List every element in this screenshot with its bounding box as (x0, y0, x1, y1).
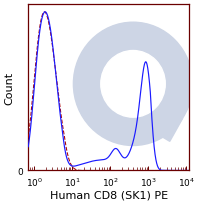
Bar (157, 111, 183, 142)
Circle shape (73, 23, 193, 146)
X-axis label: Human CD8 (SK1) PE: Human CD8 (SK1) PE (50, 189, 168, 199)
Circle shape (101, 51, 165, 118)
Y-axis label: Count: Count (5, 71, 15, 104)
